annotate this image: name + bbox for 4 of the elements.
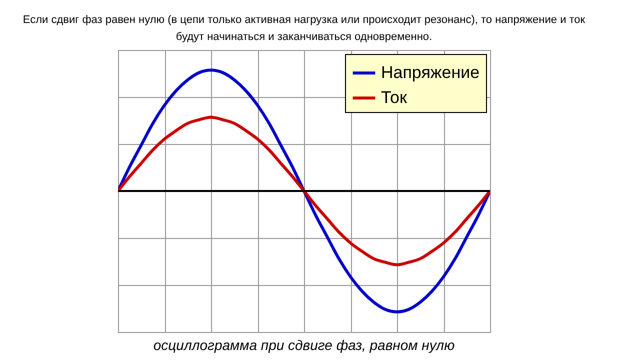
- legend-label: Напряжение: [381, 63, 480, 82]
- chart-title: Если сдвиг фаз равен нулю (в цепи только активная нагрузка или происходит резонанс), то напряжение и ток будут начинаться и заканчиваться одновременно.: [22, 14, 586, 43]
- text: осциллограмма при сдвиге фаз, равном нулю: [152, 337, 456, 353]
- legend-label: Ток: [381, 88, 408, 107]
